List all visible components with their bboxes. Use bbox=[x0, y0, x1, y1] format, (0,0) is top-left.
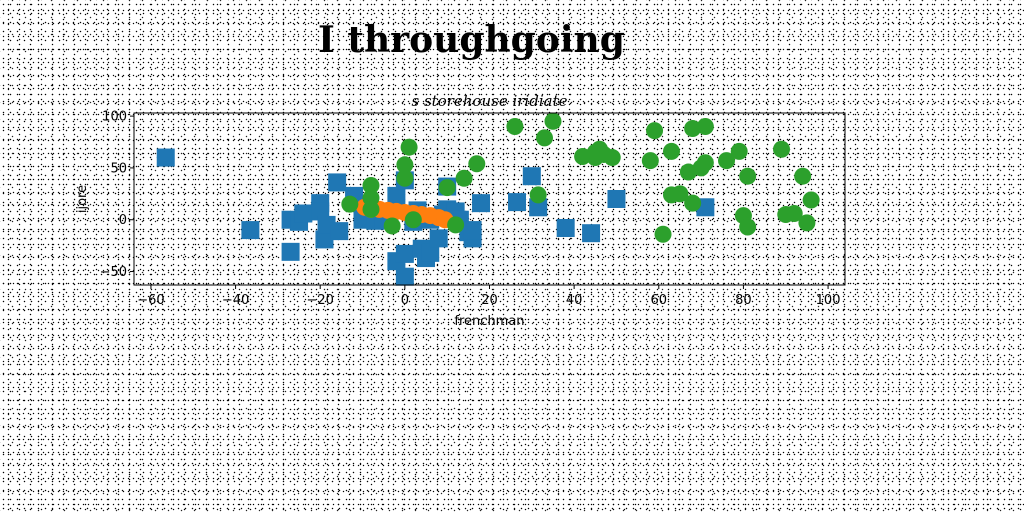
x-tick-label: 60 bbox=[651, 293, 668, 308]
data-point-circle bbox=[529, 186, 547, 204]
data-point-circle bbox=[383, 217, 401, 235]
data-point-circle bbox=[400, 138, 418, 156]
data-point-circle bbox=[671, 185, 689, 203]
x-tick-label: −40 bbox=[222, 293, 249, 308]
data-point-circle bbox=[341, 195, 359, 213]
y-tick-label: −50 bbox=[100, 265, 127, 280]
data-point-circle bbox=[718, 152, 735, 170]
data-point-circle bbox=[794, 167, 812, 185]
data-point-circle bbox=[641, 152, 659, 170]
data-point-square bbox=[607, 190, 626, 208]
data-point-circle bbox=[684, 120, 702, 138]
data-point-circle bbox=[696, 117, 714, 135]
data-point-square bbox=[508, 193, 527, 212]
y-tick-label: 50 bbox=[110, 161, 127, 176]
y-axis-label: ijore bbox=[75, 185, 90, 213]
data-point-circle bbox=[362, 177, 380, 195]
x-tick-label: 40 bbox=[566, 293, 583, 308]
data-point-square bbox=[556, 219, 575, 238]
data-point-circle bbox=[654, 225, 672, 243]
data-point-square bbox=[156, 148, 175, 167]
data-point-square bbox=[522, 167, 541, 186]
data-point-square bbox=[421, 243, 440, 262]
data-point-circle bbox=[362, 200, 380, 218]
series-3 bbox=[341, 112, 820, 243]
data-point-square bbox=[330, 222, 349, 241]
x-tick-label: 100 bbox=[816, 293, 841, 308]
data-point-circle bbox=[544, 112, 562, 130]
data-point-square bbox=[281, 242, 300, 261]
x-tick-label: 80 bbox=[735, 293, 752, 308]
data-point-circle bbox=[798, 214, 816, 232]
data-point-circle bbox=[468, 155, 486, 173]
data-point-square bbox=[395, 244, 414, 263]
plot-marks bbox=[156, 112, 820, 286]
x-tick-label: 20 bbox=[481, 293, 498, 308]
x-axis-label: frenchman bbox=[454, 314, 524, 329]
y-tick-label: 0 bbox=[119, 213, 127, 228]
data-point-square bbox=[429, 229, 448, 248]
chart-title: I throughgoing bbox=[318, 19, 625, 61]
data-point-circle bbox=[396, 156, 414, 174]
x-axis: −60 −40 −20 0 20 40 60 80 100 bbox=[137, 285, 840, 308]
data-point-circle bbox=[785, 205, 803, 223]
data-point-square bbox=[241, 221, 260, 240]
data-point-square bbox=[395, 267, 414, 286]
data-point-square bbox=[582, 224, 601, 243]
x-tick-label: −60 bbox=[137, 293, 164, 308]
data-point-square bbox=[529, 198, 548, 217]
data-point-circle bbox=[739, 167, 757, 185]
x-tick-label: −20 bbox=[306, 293, 333, 308]
data-point-square bbox=[294, 204, 313, 223]
data-point-circle bbox=[696, 154, 714, 172]
x-tick-label: 0 bbox=[401, 293, 409, 308]
data-point-circle bbox=[438, 179, 456, 197]
data-point-square bbox=[328, 173, 347, 192]
data-point-circle bbox=[506, 117, 524, 135]
data-point-circle bbox=[603, 149, 621, 167]
data-point-circle bbox=[447, 216, 465, 234]
data-point-square bbox=[387, 186, 406, 205]
data-point-circle bbox=[662, 142, 680, 160]
data-point-circle bbox=[536, 129, 554, 147]
data-point-circle bbox=[455, 169, 473, 187]
data-point-circle bbox=[739, 218, 757, 236]
y-tick-label: 100 bbox=[102, 110, 127, 125]
data-point-circle bbox=[802, 191, 820, 209]
data-point-circle bbox=[773, 140, 791, 158]
data-point-square bbox=[463, 221, 482, 240]
data-point-square bbox=[315, 230, 334, 249]
data-point-circle bbox=[684, 194, 702, 212]
data-point-square bbox=[472, 194, 491, 213]
data-point-circle bbox=[646, 122, 664, 140]
data-point-circle bbox=[396, 169, 414, 187]
chart-subtitle: s storehouse iridiate bbox=[412, 92, 568, 110]
y-axis: −50 0 50 100 bbox=[100, 110, 134, 280]
data-point-circle bbox=[404, 211, 422, 229]
data-point-circle bbox=[730, 142, 748, 160]
